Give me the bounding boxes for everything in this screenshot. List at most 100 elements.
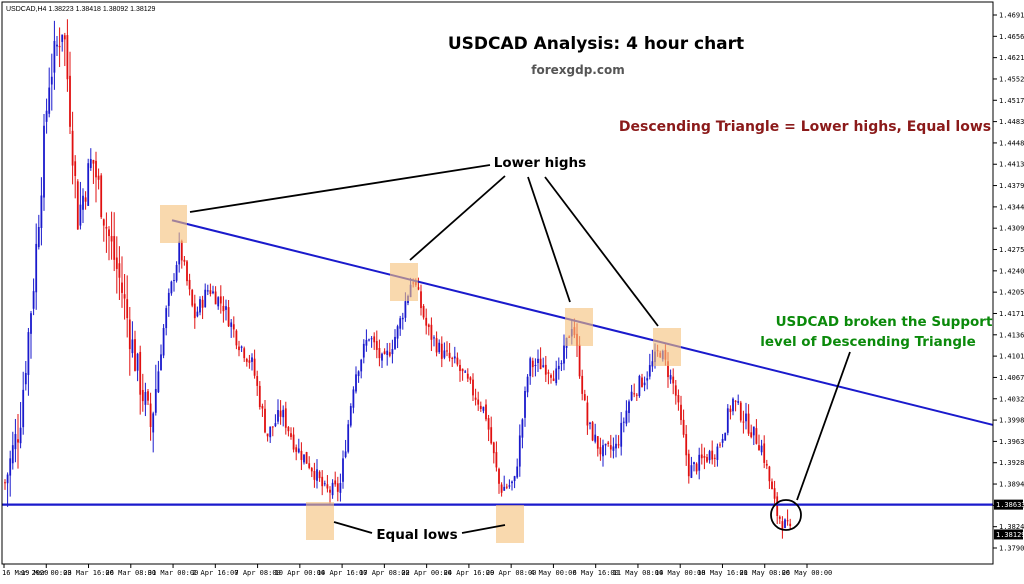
candle-body <box>297 448 300 453</box>
breakout-annotation-line2: level of Descending Triangle <box>760 334 976 350</box>
equal-low-box <box>496 505 524 543</box>
candle-body <box>19 427 22 444</box>
candle-body <box>508 485 511 487</box>
candle-body <box>630 391 633 401</box>
y-tick-label: 1.39630 <box>999 438 1024 446</box>
candle-body <box>487 418 490 430</box>
candle-body <box>69 75 71 127</box>
candle-body <box>248 360 251 363</box>
candle-body <box>199 299 201 313</box>
candle-body <box>14 434 17 450</box>
candle-body <box>183 259 186 262</box>
y-tick-label: 1.45170 <box>999 97 1024 105</box>
chart-subtitle: forexgdp.com <box>531 63 624 77</box>
candle-body <box>633 393 636 395</box>
candle-body <box>193 303 196 319</box>
candle-body <box>95 160 97 178</box>
x-tick-label: 4 May 00:00 <box>530 569 576 577</box>
candle-body <box>399 318 402 329</box>
candle-body <box>578 344 581 377</box>
candle-body <box>287 427 290 432</box>
candle-body <box>698 454 701 471</box>
lower-high-box <box>565 308 593 346</box>
candle-body <box>368 339 370 341</box>
candle-body <box>240 346 243 348</box>
candle-body <box>547 372 550 374</box>
candle-body <box>599 447 602 455</box>
candle-body <box>344 451 347 457</box>
y-tick-label: 1.46560 <box>999 33 1024 41</box>
candle-body <box>102 219 105 226</box>
x-tick-label: 2 Apr 16:00 <box>192 569 238 577</box>
candle-body <box>318 471 321 479</box>
candle-body <box>56 44 58 47</box>
y-tick-label: 1.44830 <box>999 118 1024 126</box>
candle-body <box>682 419 685 435</box>
candle-body <box>245 358 248 362</box>
candle-body <box>357 371 360 377</box>
candle-body <box>745 413 747 422</box>
candle-body <box>160 354 162 371</box>
candle-body <box>646 378 649 381</box>
candle-body <box>708 451 711 461</box>
pointer-line <box>333 521 373 534</box>
candle-body <box>4 482 6 484</box>
candle-body <box>105 226 108 229</box>
candle-body <box>667 361 669 378</box>
y-tick-label: 1.40670 <box>999 374 1024 382</box>
candle-body <box>752 426 755 436</box>
candle-body <box>386 350 389 355</box>
candle-body <box>355 374 357 392</box>
candle-body <box>22 389 25 428</box>
candle-body <box>401 317 404 320</box>
candle-body <box>765 463 768 466</box>
y-tick-label: 1.41010 <box>999 353 1024 361</box>
candle-body <box>331 482 334 496</box>
candle-body <box>271 426 274 428</box>
candle-body <box>500 484 503 493</box>
candle-body <box>261 406 264 409</box>
candle-body <box>141 389 144 402</box>
candle-body <box>173 280 175 282</box>
candle-body <box>9 458 12 476</box>
candle-body <box>295 447 298 452</box>
candle-body <box>703 456 706 458</box>
candle-body <box>596 436 599 449</box>
candle-body <box>50 76 53 85</box>
candle-body <box>61 34 64 42</box>
candle-body <box>321 476 324 487</box>
candle-body <box>157 371 160 393</box>
candle-body <box>63 35 66 40</box>
candle-body <box>557 365 560 370</box>
support-price-tag: 1.38633 <box>996 501 1024 509</box>
candle-body <box>334 480 337 485</box>
x-tick-label: 23 Mar 16:00 <box>63 569 114 577</box>
candle-body <box>594 434 597 442</box>
candle-body <box>336 483 339 492</box>
candle-body <box>378 348 381 359</box>
candle-body <box>170 281 173 294</box>
y-tick-label: 1.38940 <box>999 481 1024 489</box>
candle-body <box>352 389 355 408</box>
pointer-line <box>527 176 571 303</box>
candle-body <box>43 125 45 198</box>
candle-body <box>232 324 235 330</box>
candle-body <box>539 358 542 370</box>
candle-body <box>253 358 256 376</box>
pointer-line <box>461 524 506 534</box>
candle-body <box>677 395 680 403</box>
candle-body <box>30 313 32 334</box>
candle-body <box>323 483 326 485</box>
candle-body <box>734 400 737 402</box>
candle-body <box>680 404 682 421</box>
candle-body <box>729 408 732 413</box>
candle-body <box>76 181 79 230</box>
candle-body <box>66 35 69 80</box>
candle-body <box>669 375 672 380</box>
candle-body <box>693 462 695 465</box>
candle-body <box>24 372 27 385</box>
annotation-pointers <box>189 164 851 534</box>
candle-body <box>188 279 191 290</box>
candle-body <box>305 452 308 464</box>
y-tick-label: 1.44130 <box>999 161 1024 169</box>
